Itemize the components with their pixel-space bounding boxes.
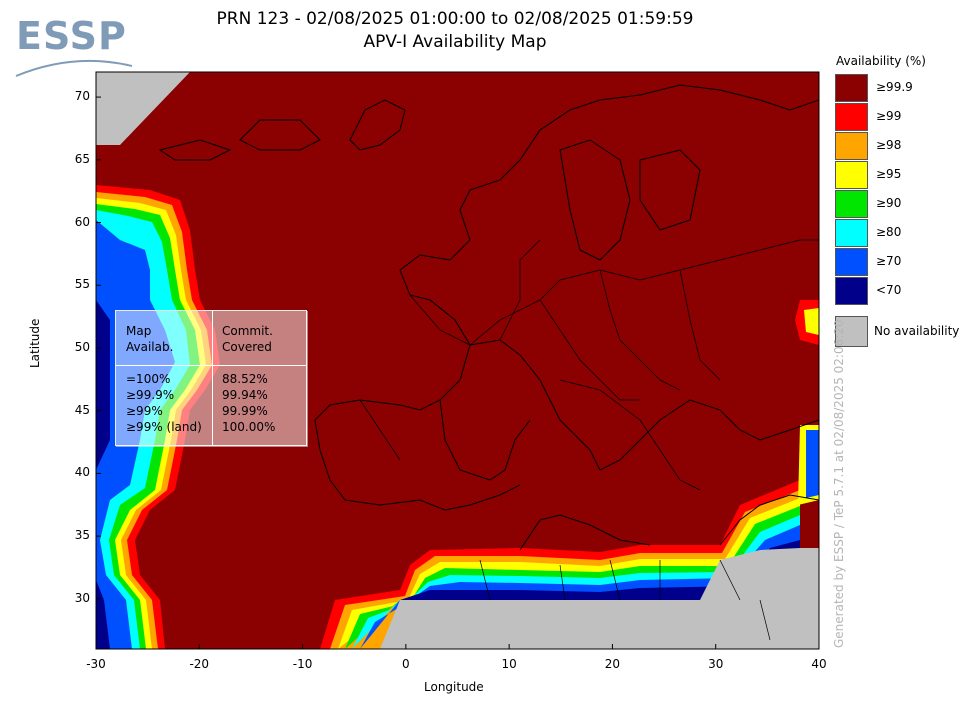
stats-divider-horizontal bbox=[116, 365, 306, 366]
x-tick-label: 10 bbox=[501, 657, 517, 671]
coastlines bbox=[158, 84, 819, 551]
y-tick-label: 30 bbox=[74, 590, 90, 605]
stats-availability-thresholds: =100% ≥99.9% ≥99% ≥99% (land) bbox=[126, 372, 202, 434]
logo-text: ESSP bbox=[16, 14, 127, 58]
legend-swatch-no-availability bbox=[835, 316, 868, 347]
legend-label: ≥99.9 bbox=[876, 80, 913, 94]
legend-swatch bbox=[835, 103, 868, 131]
y-tick-label: 50 bbox=[74, 339, 90, 354]
generated-by-credit: Generated by ESSP / TeP 5.7.1 at 02/08/2… bbox=[832, 319, 846, 648]
map-subtitle: APV-I Availability Map bbox=[363, 32, 547, 52]
y-tick-label: 60 bbox=[74, 214, 90, 229]
y-tick-label: 70 bbox=[74, 89, 90, 104]
tick-marks bbox=[95, 96, 820, 649]
x-tick-label: 0 bbox=[402, 657, 410, 671]
legend-label: ≥90 bbox=[876, 196, 902, 210]
legend-label: ≥95 bbox=[876, 167, 902, 181]
x-tick-label: -10 bbox=[292, 657, 313, 671]
legend-label: ≥99 bbox=[876, 109, 902, 123]
region-no-availability-se bbox=[380, 548, 819, 649]
legend-swatch bbox=[835, 248, 868, 276]
legend-label: ≥98 bbox=[876, 138, 902, 152]
legend-label-no-availability: No availability bbox=[874, 324, 960, 338]
country-borders bbox=[359, 239, 819, 641]
legend-label: <70 bbox=[876, 283, 902, 297]
stats-coverage-values: 88.52% 99.94% 99.99% 100.00% bbox=[222, 372, 276, 434]
stats-divider-vertical bbox=[212, 311, 213, 445]
stats-header-map-availability: Map Availab. bbox=[126, 324, 174, 354]
region-no-availability-nw bbox=[96, 72, 190, 145]
y-tick-label: 45 bbox=[74, 402, 90, 417]
x-tick-label: -30 bbox=[86, 657, 106, 671]
stats-header-committed-coverage: Commit. Covered bbox=[222, 324, 273, 354]
essp-logo: ESSP bbox=[14, 14, 134, 84]
x-axis-label: Longitude bbox=[424, 680, 484, 694]
x-tick-label: 30 bbox=[708, 657, 724, 671]
legend-swatch bbox=[835, 132, 868, 160]
legend-swatch bbox=[835, 277, 868, 305]
map-title: PRN 123 - 02/08/2025 01:00:00 to 02/08/2… bbox=[216, 9, 694, 29]
legend-swatch bbox=[835, 219, 868, 247]
legend-label: ≥80 bbox=[876, 225, 902, 239]
x-tick-label: 40 bbox=[811, 657, 827, 671]
x-tick-label: -20 bbox=[189, 657, 210, 671]
legend-title: Availability (%) bbox=[836, 54, 926, 68]
y-tick-label: 55 bbox=[74, 277, 90, 292]
logo-swoosh-icon bbox=[15, 59, 133, 77]
y-tick-label: 40 bbox=[74, 465, 90, 480]
plot-frame bbox=[95, 71, 820, 650]
legend-swatch bbox=[835, 74, 868, 102]
legend-label: ≥70 bbox=[876, 254, 902, 268]
legend-swatch bbox=[835, 190, 868, 218]
y-axis-label: Latitude bbox=[28, 318, 42, 368]
statistics-table: Map Availab. Commit. Covered =100% ≥99.9… bbox=[115, 310, 308, 447]
legend-swatch bbox=[835, 161, 868, 189]
y-tick-label: 35 bbox=[74, 528, 90, 543]
y-tick-label: 65 bbox=[74, 151, 90, 166]
x-tick-label: 20 bbox=[604, 657, 621, 671]
